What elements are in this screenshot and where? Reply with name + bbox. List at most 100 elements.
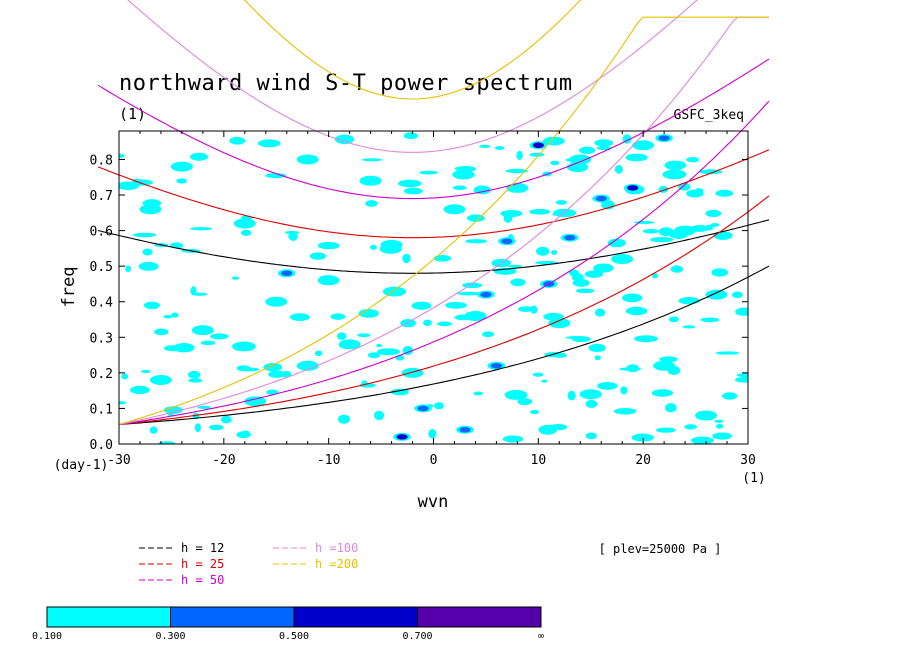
shaded-region — [657, 362, 672, 370]
shaded-speck — [517, 306, 534, 312]
shaded-region — [237, 219, 252, 227]
dispersion-curve-h12 — [97, 219, 770, 274]
shaded-region — [468, 312, 483, 320]
colorbar-label: 0.500 — [279, 631, 309, 642]
shaded-speck — [428, 429, 437, 439]
x-tick-label: -30 — [107, 453, 130, 468]
shaded-speck — [529, 152, 545, 157]
y-tick-label: 0.0 — [90, 438, 113, 453]
shaded-region — [564, 234, 576, 241]
colorbar-label: 0.700 — [402, 631, 432, 642]
x-axis: -30 -20 -10 0 10 20 30 — [107, 131, 756, 468]
shaded-speck — [376, 344, 383, 348]
colorbar-label: 0.300 — [155, 631, 185, 642]
shaded-speck — [649, 237, 674, 243]
shaded-speck — [671, 266, 681, 272]
shaded-region — [501, 238, 513, 245]
shaded-speck — [452, 185, 467, 190]
shaded-speck — [176, 178, 188, 184]
shaded-speck — [736, 373, 748, 378]
shaded-speck — [634, 335, 658, 343]
shaded-speck — [132, 232, 157, 238]
shaded-speck — [682, 325, 696, 329]
shaded-speck — [337, 332, 347, 340]
shaded-speck — [552, 212, 570, 217]
y-axis: 0.0 0.1 0.2 0.3 0.4 0.5 0.6 0.7 0.8 — [90, 153, 748, 453]
dispersion-curve-h200 — [243, 0, 582, 100]
shaded-speck — [711, 268, 729, 277]
shaded-speck — [209, 424, 224, 431]
shaded-speck — [565, 335, 587, 340]
shaded-speck — [715, 423, 724, 429]
shaded-speck — [232, 341, 256, 352]
shaded-speck — [314, 350, 323, 357]
shaded-speck — [735, 376, 748, 383]
shaded-speck — [735, 307, 748, 316]
x-tick-label: 30 — [740, 453, 756, 468]
shaded-region — [342, 340, 357, 348]
shaded-speck — [158, 441, 176, 444]
dispersion-curve-h25 — [97, 149, 770, 239]
shaded-speck — [403, 187, 423, 195]
shaded-speck — [220, 415, 232, 424]
shaded-speck — [163, 314, 173, 319]
chart-title: northward wind S-T power spectrum — [119, 71, 573, 96]
shaded-regions — [119, 132, 748, 444]
shaded-speck — [121, 373, 129, 380]
shaded-speck — [373, 410, 385, 421]
shaded-speck — [529, 208, 551, 215]
shaded-speck — [257, 139, 281, 148]
shaded-speck — [505, 168, 529, 174]
shaded-speck — [607, 238, 626, 248]
shaded-region — [384, 241, 399, 249]
shaded-speck — [149, 426, 158, 434]
shaded-speck — [210, 333, 229, 340]
shaded-region — [595, 195, 607, 202]
shaded-speck — [494, 146, 505, 150]
shaded-speck — [550, 160, 560, 166]
shaded-speck — [664, 160, 687, 170]
shaded-speck — [288, 231, 298, 241]
shaded-speck — [456, 291, 481, 296]
shaded-speck — [482, 331, 495, 338]
y-tick-label: 0.3 — [90, 331, 113, 346]
dispersion-curve-h50 — [97, 58, 770, 200]
dispersion-curve-h100 — [127, 0, 698, 153]
shaded-speck — [713, 231, 733, 240]
shaded-speck — [309, 252, 327, 260]
y-tick-label: 0.4 — [90, 296, 114, 311]
source-label: GSFC_3keq — [674, 108, 744, 123]
shaded-speck — [192, 292, 208, 296]
shaded-speck — [229, 136, 246, 145]
shaded-speck — [516, 150, 523, 161]
shaded-speck — [200, 340, 216, 346]
shaded-speck — [141, 369, 151, 374]
shaded-speck — [538, 424, 558, 435]
shaded-speck — [131, 179, 154, 186]
shaded-speck — [434, 402, 444, 410]
shaded-speck — [588, 343, 606, 353]
x-tick-label: -10 — [317, 453, 340, 468]
shaded-speck — [510, 278, 526, 287]
shaded-speck — [119, 401, 127, 405]
shaded-speck — [594, 139, 614, 147]
legend-label: h =200 — [315, 557, 358, 571]
shaded-speck — [579, 146, 596, 154]
shaded-speck — [125, 265, 132, 273]
level-note: [ plev=25000 Pa ] — [599, 542, 722, 556]
kelvin-curve-h25 — [118, 195, 770, 425]
x-tick-label: 20 — [635, 453, 651, 468]
shaded-speck — [358, 308, 379, 318]
shaded-speck — [171, 312, 179, 318]
shaded-region — [480, 291, 492, 298]
shaded-region — [573, 155, 588, 163]
shaded-speck — [575, 288, 595, 294]
shaded-speck — [686, 189, 704, 198]
kelvin-curve-h200 — [118, 16, 769, 425]
shaded-speck — [597, 382, 618, 390]
shaded-speck — [705, 209, 722, 218]
shaded-speck — [197, 405, 211, 410]
shaded-speck — [241, 430, 251, 438]
shaded-speck — [541, 379, 548, 383]
